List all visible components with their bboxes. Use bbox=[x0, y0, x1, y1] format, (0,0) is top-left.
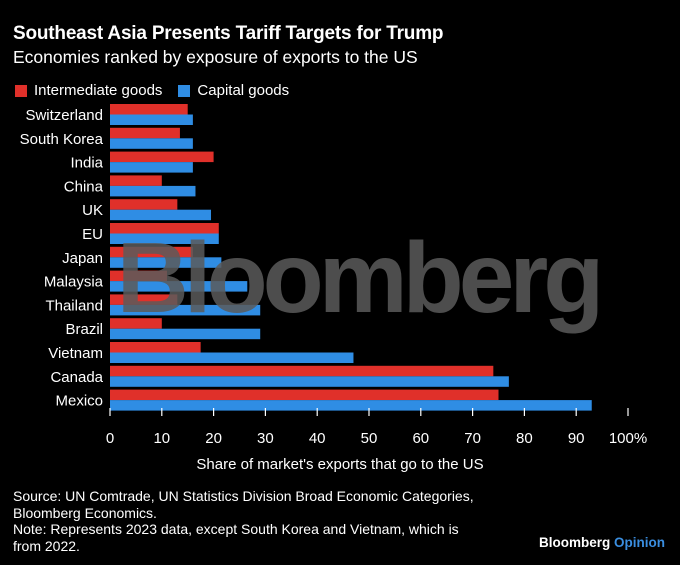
brand-sub: Opinion bbox=[614, 535, 665, 550]
bar-japan-intermediate bbox=[110, 246, 193, 258]
category-label-eu: EU bbox=[82, 226, 103, 243]
bar-japan-capital bbox=[110, 257, 222, 268]
source-line-2: Bloomberg Economics. bbox=[13, 504, 157, 521]
source-note: Source: UN Comtrade, UN Statistics Divis… bbox=[13, 488, 533, 554]
bar-thailand-capital bbox=[110, 304, 261, 316]
legend-item-capital: Capital goods bbox=[178, 82, 289, 99]
x-tick-label-10: 10 bbox=[153, 430, 170, 447]
bar-mexico-capital bbox=[110, 400, 592, 411]
category-label-canada: Canada bbox=[50, 369, 103, 386]
bar-india-capital bbox=[110, 162, 193, 173]
bar-chart: Switzerland South Korea India China UK EU Japa… bbox=[20, 104, 647, 447]
bar-uk-capital bbox=[110, 209, 212, 221]
x-tick-label-90: 90 bbox=[568, 430, 585, 447]
category-label-uk: UK bbox=[82, 202, 103, 219]
bar-china-capital bbox=[110, 185, 196, 197]
x-axis-title-text: Share of market's exports that go to the… bbox=[196, 456, 484, 473]
category-label-brazil: Brazil bbox=[65, 321, 103, 338]
category-label-switzerland: Switzerland bbox=[25, 107, 103, 124]
bar-switzerland-intermediate bbox=[110, 104, 188, 115]
bloomberg-watermark: Bloomberg bbox=[117, 222, 600, 334]
chart-subtitle: Economies ranked by exposure of exports … bbox=[13, 47, 418, 67]
bar-brazil-intermediate bbox=[110, 318, 162, 329]
bar-south-korea-intermediate bbox=[110, 127, 180, 139]
x-tick-label-60: 60 bbox=[412, 430, 429, 447]
bar-vietnam-intermediate bbox=[110, 342, 201, 353]
bar-canada-intermediate bbox=[110, 365, 494, 377]
x-tick-label-100: 100% bbox=[609, 430, 647, 447]
x-tick-label-80: 80 bbox=[516, 430, 533, 447]
bar-malaysia-intermediate bbox=[110, 270, 167, 282]
category-label-vietnam: Vietnam bbox=[48, 345, 103, 362]
brand-main: Bloomberg bbox=[538, 535, 611, 550]
bar-brazil-capital bbox=[110, 328, 261, 340]
bar-china-intermediate bbox=[110, 175, 162, 186]
category-label-malaysia: Malaysia bbox=[44, 274, 104, 291]
bar-india-intermediate bbox=[110, 151, 214, 163]
x-tick-label-20: 20 bbox=[205, 430, 222, 447]
category-label-china: China bbox=[64, 178, 104, 195]
bloomberg-opinion-logo: Bloomberg Opinion bbox=[539, 535, 665, 550]
bar-uk-intermediate bbox=[110, 199, 178, 210]
bar-mexico-intermediate bbox=[110, 389, 499, 401]
category-label-south-korea: South Korea bbox=[20, 131, 104, 148]
bar-eu-capital bbox=[110, 233, 219, 244]
x-tick-label-30: 30 bbox=[257, 430, 274, 447]
chart-title: Southeast Asia Presents Tariff Targets f… bbox=[13, 23, 444, 44]
bar-switzerland-capital bbox=[110, 114, 193, 125]
bar-eu-intermediate bbox=[110, 223, 219, 234]
legend-swatch-intermediate bbox=[15, 84, 27, 97]
x-axis-title: Share of market's exports that go to the… bbox=[0, 456, 680, 473]
category-label-thailand: Thailand bbox=[45, 297, 103, 314]
x-tick-label-0: 0 bbox=[106, 430, 114, 447]
source-line-1: Source: UN Comtrade, UN Statistics Divis… bbox=[13, 488, 474, 504]
bar-vietnam-capital bbox=[110, 352, 354, 363]
x-tick-label-50: 50 bbox=[361, 430, 378, 447]
x-tick-label-70: 70 bbox=[464, 430, 481, 447]
source-line-4: from 2022. bbox=[13, 537, 80, 554]
legend-swatch-capital bbox=[178, 84, 191, 97]
category-label-mexico: Mexico bbox=[55, 393, 103, 410]
legend: Intermediate goods Capital goods bbox=[15, 82, 305, 99]
legend-label-intermediate: Intermediate goods bbox=[34, 82, 163, 99]
bar-malaysia-capital bbox=[110, 281, 248, 292]
category-label-japan: Japan bbox=[62, 250, 103, 267]
legend-label-capital: Capital goods bbox=[197, 82, 290, 99]
legend-item-intermediate: Intermediate goods bbox=[15, 82, 162, 99]
category-label-india: India bbox=[70, 155, 103, 172]
source-line-3: Note: Represents 2023 data, except South… bbox=[13, 521, 459, 537]
bar-canada-capital bbox=[110, 376, 509, 387]
x-tick-label-40: 40 bbox=[309, 430, 326, 447]
bar-south-korea-capital bbox=[110, 138, 193, 149]
bar-thailand-intermediate bbox=[110, 294, 178, 305]
